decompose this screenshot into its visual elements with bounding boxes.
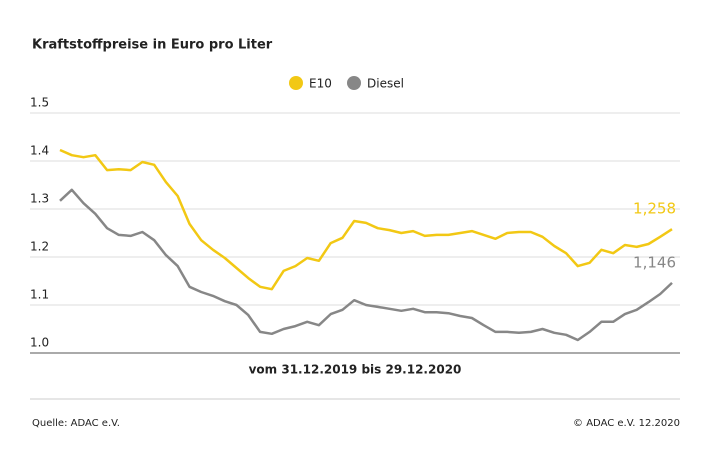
value-label: 1,258 bbox=[633, 200, 676, 218]
series-line bbox=[59, 188, 673, 342]
legend-label: Diesel bbox=[367, 77, 404, 91]
series-line bbox=[59, 148, 673, 291]
y-tick-label: 1.3 bbox=[30, 192, 49, 206]
y-tick-label: 1.5 bbox=[30, 96, 49, 110]
legend-label: E10 bbox=[309, 77, 332, 91]
credit: © ADAC e.V. 12.2020 bbox=[573, 418, 680, 429]
source: Quelle: ADAC e.V. bbox=[32, 418, 120, 429]
legend-swatch bbox=[289, 76, 303, 90]
y-tick-label: 1.4 bbox=[30, 144, 49, 158]
x-axis-label: vom 31.12.2019 bis 29.12.2020 bbox=[249, 363, 462, 377]
y-tick-label: 1.0 bbox=[30, 336, 49, 350]
y-tick-label: 1.2 bbox=[30, 240, 49, 254]
legend-swatch bbox=[347, 76, 361, 90]
chart-title: Kraftstoffpreise in Euro pro Liter bbox=[32, 38, 273, 53]
y-tick-label: 1.1 bbox=[30, 288, 49, 302]
value-label: 1,146 bbox=[633, 253, 676, 271]
